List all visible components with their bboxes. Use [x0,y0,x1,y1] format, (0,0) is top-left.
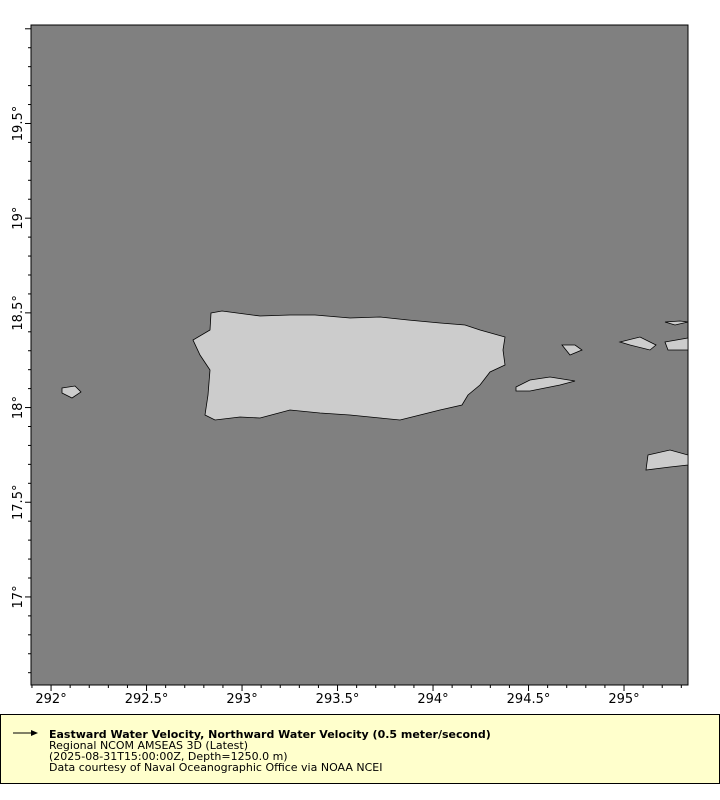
legend-dataset: Regional NCOM AMSEAS 3D (Latest) [49,739,248,752]
y-tick-label: 17.5° [11,485,26,520]
small-island [664,320,689,326]
y-tick-label: 18° [11,396,26,419]
x-tick-label: 292° [35,692,66,707]
st-thomas [618,336,657,351]
x-tick-label: 295° [608,692,639,707]
culebra [561,344,583,356]
y-tick-label: 17° [11,585,26,608]
x-tick-label: 293° [226,692,257,707]
y-tick-label: 19° [11,207,26,230]
land [61,310,689,471]
vieques [515,376,576,392]
axis-ticks [25,28,682,691]
legend: Eastward Water Velocity, Northward Water… [0,714,720,784]
puerto-rico [192,310,506,421]
x-tick-label: 294° [417,692,448,707]
y-tick-label: 19.5° [11,106,26,141]
arrow-right-icon [13,730,38,736]
x-tick-label: 293.5° [316,692,360,707]
axis-labels: 292° 292.5° 293° 293.5° 294° 294.5° 295° 17° 17.… [11,106,640,707]
mona-island [61,385,82,399]
x-tick-label: 294.5° [507,692,551,707]
y-tick-label: 18.5° [11,295,26,330]
legend-credit: Data courtesy of Naval Oceanographic Off… [49,761,383,774]
x-tick-label: 292.5° [125,692,169,707]
legend-title: Eastward Water Velocity, Northward Water… [49,728,491,741]
st-croix [645,449,689,471]
legend-time-depth: (2025-08-31T15:00:00Z, Depth=1250.0 m) [49,750,288,763]
st-john [664,337,689,351]
map: 292° 292.5° 293° 293.5° 294° 294.5° 295° 17° 17.… [11,24,689,707]
